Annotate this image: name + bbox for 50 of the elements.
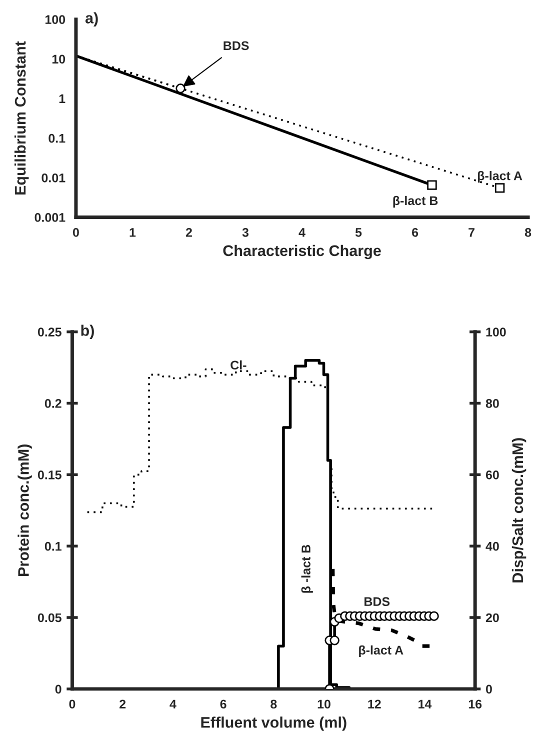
x-tick-label: 5 — [355, 228, 362, 237]
x-tick-label: 6 — [220, 700, 226, 709]
x-tick-label: 6 — [412, 228, 418, 237]
x-axis-title: Effluent volume (ml) — [201, 716, 346, 731]
x-tick-label: 12 — [368, 700, 381, 708]
x-tick-label: 0 — [69, 700, 76, 709]
x-tick-label: 0 — [72, 228, 79, 237]
annotation: Cl- — [230, 360, 246, 370]
y-tick-label: 0.25 — [38, 328, 62, 336]
y-tick-label: 0.2 — [44, 399, 62, 408]
y-tick-label: 0.01 — [42, 173, 66, 182]
y-tick-label: 0 — [55, 684, 62, 694]
x-axis-title: Characteristic Charge — [223, 244, 381, 260]
x-tick-label: 7 — [468, 228, 474, 237]
y-tick-label: 0.001 — [34, 213, 66, 222]
x-tick-label: 16 — [468, 700, 482, 709]
x-tick-label: 4 — [298, 228, 306, 237]
x-tick-label: 2 — [120, 700, 126, 708]
y-tick-label: 10 — [52, 54, 66, 64]
x-tick-label: 3 — [242, 228, 249, 237]
y-axis-title: Protein conc.(mM) — [18, 444, 32, 576]
y-tick-label: 100 — [45, 15, 66, 24]
y2-tick-label: 0 — [486, 684, 492, 694]
x-tick-label: 10 — [318, 700, 330, 709]
x-tick-label: 8 — [524, 228, 532, 237]
y2-tick-label: 20 — [486, 613, 499, 622]
x-tick-label: 4 — [170, 700, 176, 708]
y-tick-label: 0.05 — [38, 613, 62, 622]
x-tick-label: 2 — [186, 228, 192, 237]
annotation: BDS — [364, 597, 390, 606]
y2-tick-label: 40 — [486, 542, 499, 551]
y2-tick-label: 60 — [486, 470, 499, 480]
annotation: β-lact A — [478, 171, 522, 183]
x-tick-label: 1 — [130, 228, 136, 237]
y-tick-label: 0.1 — [48, 134, 66, 143]
annotation: BDS — [224, 41, 249, 50]
y2-tick-label: 80 — [486, 399, 499, 408]
y2-axis-title: Disp/Salt conc.(mM) — [512, 438, 526, 582]
y-axis-title: Equilibrium Constant — [14, 41, 29, 195]
chart-title: b) — [81, 324, 94, 339]
y-tick-label: 1 — [59, 94, 66, 104]
annotation: β -lact B — [301, 544, 313, 593]
y2-tick-label: 100 — [486, 328, 506, 336]
annotation: β-lact A — [359, 645, 404, 658]
y-tick-label: 0.15 — [38, 470, 62, 480]
y-tick-label: 0.1 — [44, 542, 62, 551]
annotation: β-lact B — [393, 196, 438, 208]
x-tick-label: 14 — [418, 700, 432, 708]
chart-title: a) — [85, 12, 98, 26]
x-tick-label: 8 — [270, 700, 277, 709]
